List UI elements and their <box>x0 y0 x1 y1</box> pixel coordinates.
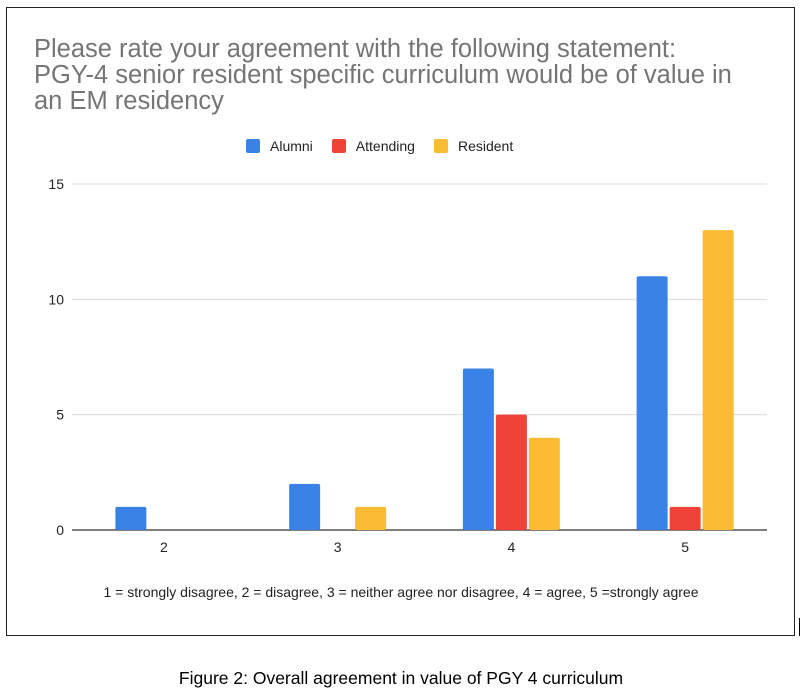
bar-resident-3 <box>355 506 387 530</box>
figure-caption: Figure 2: Overall agreement in value of … <box>178 668 624 688</box>
legend-item-alumni: Alumni <box>246 138 313 154</box>
y-tick-label: 15 <box>48 176 64 192</box>
x-tick-label: 2 <box>160 539 168 555</box>
legend-swatch-alumni <box>246 139 260 153</box>
bar-alumni-3 <box>289 483 321 530</box>
bar-resident-4 <box>528 437 560 530</box>
chart-title-line-1: Please rate your agreement with the foll… <box>34 35 677 63</box>
scale-note: 1 = strongly disagree, 2 = disagree, 3 =… <box>103 584 699 600</box>
y-tick-label: 10 <box>48 291 64 307</box>
y-tick-label: 5 <box>56 407 64 423</box>
bar-attending-5 <box>669 506 701 530</box>
x-tick-label: 3 <box>334 539 342 555</box>
legend-swatch-attending <box>331 139 346 153</box>
bar-alumni-5 <box>636 276 668 530</box>
bar-alumni-4 <box>462 368 494 530</box>
chart-title: Please rate your agreement with the foll… <box>34 36 774 114</box>
x-tick-label: 4 <box>507 539 515 555</box>
x-tick-label: 5 <box>681 539 689 555</box>
legend-label-resident: Resident <box>457 138 514 154</box>
chart-title-line-3: an EM residency <box>34 87 224 115</box>
legend-item-attending: Attending <box>331 138 415 154</box>
chart-legend: Alumni Attending Resident <box>246 138 532 154</box>
legend-item-resident: Resident <box>433 138 514 154</box>
bar-resident-5 <box>702 230 734 530</box>
legend-label-alumni: Alumni <box>270 138 313 154</box>
legend-label-attending: Attending <box>355 138 415 154</box>
bar-attending-4 <box>495 414 527 530</box>
legend-swatch-resident <box>433 139 448 153</box>
chart-title-line-2: PGY-4 senior resident specific curriculu… <box>34 61 732 89</box>
bar-alumni-2 <box>115 506 147 530</box>
edge-mark <box>799 618 800 636</box>
bars <box>115 230 734 530</box>
y-tick-label: 0 <box>56 522 64 538</box>
axis-labels: 0 5 10 15 2 3 4 5 <box>48 176 689 555</box>
